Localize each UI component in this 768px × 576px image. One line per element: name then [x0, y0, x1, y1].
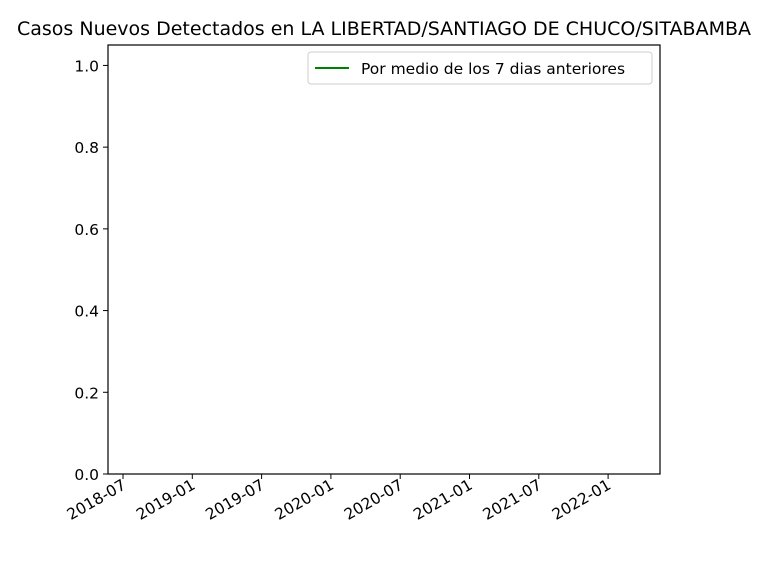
x-tick-label: 2021-07	[480, 476, 545, 524]
chart-title: Casos Nuevos Detectados en LA LIBERTAD/S…	[17, 18, 751, 40]
legend-box	[307, 51, 653, 85]
y-tick-label: 1.0	[74, 57, 99, 75]
y-tick-label: 0.2	[74, 384, 99, 402]
legend-label: Por medio de los 7 dias anteriores	[361, 60, 625, 78]
x-tick-label: 2020-01	[272, 476, 337, 524]
x-tick-label: 2019-01	[133, 476, 198, 524]
y-tick-label: 0.4	[74, 303, 99, 321]
x-tick-label: 2021-01	[410, 476, 475, 524]
y-axis-ticks: 0.0 0.2 0.4 0.6 0.8 1.0	[74, 57, 108, 484]
y-tick-label: 0.0	[74, 466, 99, 484]
x-tick-label: 2022-01	[549, 476, 614, 524]
x-axis-ticks: 2018-07 2019-01 2019-07 2020-01 2020-07 2021-…	[64, 474, 614, 524]
plot-area	[108, 45, 660, 474]
y-tick-label: 0.6	[74, 221, 99, 239]
y-tick-label: 0.8	[74, 139, 99, 157]
x-tick-label: 2020-07	[341, 476, 406, 524]
legend: Por medio de los 7 dias anteriores	[307, 51, 653, 85]
plot-frame	[107, 44, 661, 475]
x-tick-label: 2019-07	[203, 476, 268, 524]
